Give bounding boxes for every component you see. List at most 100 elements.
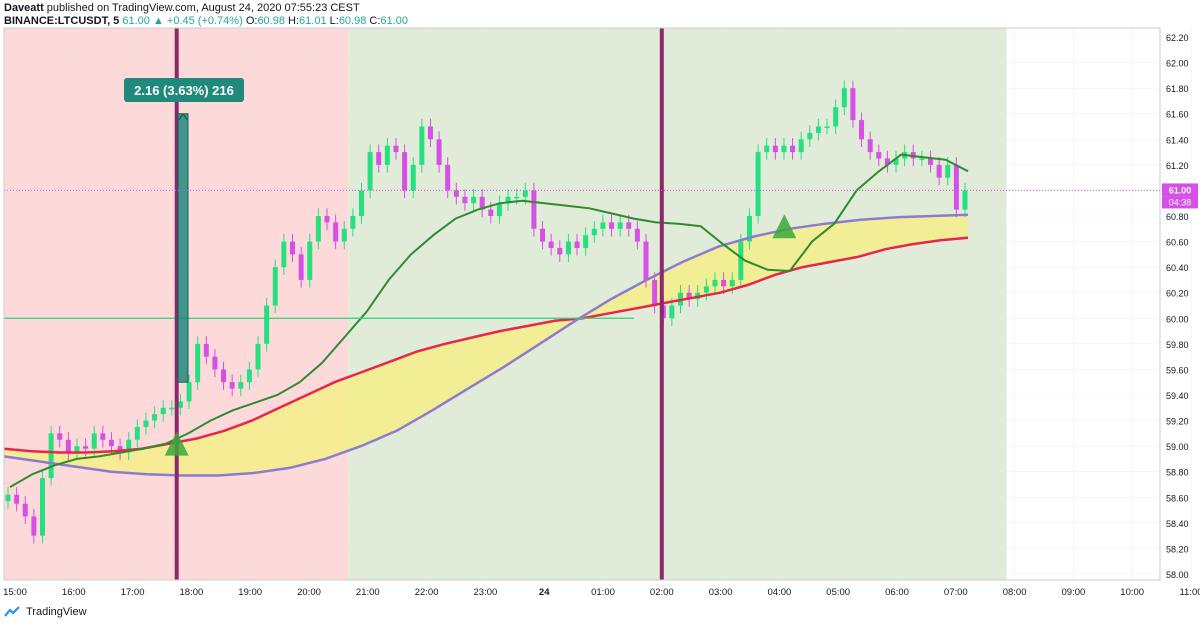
candle-body (626, 222, 632, 229)
high-label: H: (288, 15, 300, 27)
plot-frame (3, 27, 1161, 581)
up-triangle-icon (772, 214, 797, 239)
axes: 58.00 58.20 58.40 58.60 58.80 59.00 59.20 59.40… (3, 27, 1200, 598)
candle-body (169, 407, 175, 410)
candle-body (436, 139, 442, 165)
candle-body (755, 152, 761, 216)
candle-body (117, 446, 123, 453)
x-tick-label: 19:00 (238, 587, 262, 598)
candle-body (807, 132, 813, 140)
close-value: 61.00 (380, 15, 408, 27)
candle-body (281, 241, 287, 268)
up-arrow-icon: ▲ (152, 15, 164, 27)
ma-lines (3, 153, 969, 488)
candle-body (264, 305, 270, 344)
x-tick-label: 18:00 (180, 587, 204, 598)
candle-body (350, 216, 356, 229)
candle-body (91, 433, 97, 449)
candle-body (100, 433, 106, 440)
candle-body (31, 516, 37, 536)
symbol-name: BINANCE:LTCUSDT, 5 (4, 15, 120, 27)
candle-body (548, 241, 554, 248)
candle-body (488, 209, 494, 216)
tradingview-logo-icon (4, 606, 20, 617)
candle-body (721, 279, 727, 287)
candle-body (703, 286, 709, 293)
y-tick-label: 58.40 (1166, 519, 1189, 529)
x-tick-label: 05:00 (826, 587, 850, 598)
candle-body (48, 433, 54, 479)
x-tick-label: 08:00 (1003, 587, 1027, 598)
candle-body (108, 439, 114, 447)
candle-body (583, 235, 589, 248)
candle-body (238, 382, 244, 389)
candle-body (246, 369, 252, 383)
candle-body (867, 139, 873, 153)
y-tick-label: 59.20 (1166, 417, 1189, 427)
open-label: O: (245, 15, 258, 27)
candle-body (772, 145, 778, 153)
candle-body (591, 228, 597, 236)
candle-body (152, 414, 158, 421)
candle-body (540, 228, 546, 242)
x-tick-label: 24 (539, 587, 550, 598)
candle-body (790, 145, 796, 153)
candle-body (893, 158, 899, 165)
y-tick-label: 60.40 (1166, 263, 1189, 273)
footer: TradingView (4, 606, 87, 618)
measure-label: 2.16 (3.63%) 216 (134, 83, 234, 98)
candle-body (298, 254, 304, 280)
close-label: C: (369, 15, 381, 27)
candle-body (833, 107, 839, 127)
candle-body (850, 88, 856, 121)
y-tick-label: 58.60 (1166, 493, 1189, 503)
y-tick-label: 60.20 (1166, 289, 1189, 299)
candle-body (764, 145, 770, 153)
candle-body (514, 196, 520, 199)
y-tick-label: 61.20 (1166, 161, 1189, 171)
candle-body (445, 164, 451, 191)
candle-body (83, 446, 89, 449)
measure-label-box (124, 78, 244, 102)
candle-body (22, 503, 28, 517)
footer-brand: TradingView (26, 606, 87, 618)
author-name: Daveatt (4, 2, 44, 14)
candle-body (14, 494, 20, 504)
candle-body (39, 478, 45, 536)
y-tick-label: 58.20 (1166, 544, 1189, 554)
candle-body (419, 126, 425, 165)
candle-body (126, 439, 132, 453)
candle-body (815, 126, 821, 133)
candle-body (669, 305, 675, 319)
candle-body (712, 279, 718, 287)
candle-body (471, 196, 477, 204)
candle-body (746, 216, 752, 242)
y-tick-label: 60.80 (1166, 212, 1189, 222)
y-tick-label: 62.20 (1166, 33, 1189, 43)
x-tick-label: 03:00 (709, 587, 733, 598)
x-tick-label: 23:00 (474, 587, 498, 598)
candle-body (522, 190, 528, 197)
candle-body (600, 222, 606, 229)
candle-body (229, 382, 235, 389)
last-price: 61.00 (122, 15, 150, 27)
open-value: 60.98 (257, 15, 285, 27)
candle-body (57, 433, 63, 440)
y-tick-label: 61.60 (1166, 110, 1189, 120)
candle-body (74, 446, 80, 453)
candle-body (919, 158, 925, 160)
candle-body (134, 426, 140, 440)
candle-body (609, 222, 615, 229)
x-tick-label: 15:00 (3, 587, 27, 598)
x-tick-label: 01:00 (591, 587, 615, 598)
candle-body (557, 247, 563, 255)
candle-body (402, 152, 408, 191)
x-tick-label: 21:00 (356, 587, 380, 598)
candle-body (565, 241, 571, 255)
candle-body (798, 139, 804, 153)
candle-body (824, 126, 830, 128)
y-tick-label: 60.00 (1166, 314, 1189, 324)
price-tag-box (1162, 183, 1198, 197)
candle-body (195, 343, 201, 383)
